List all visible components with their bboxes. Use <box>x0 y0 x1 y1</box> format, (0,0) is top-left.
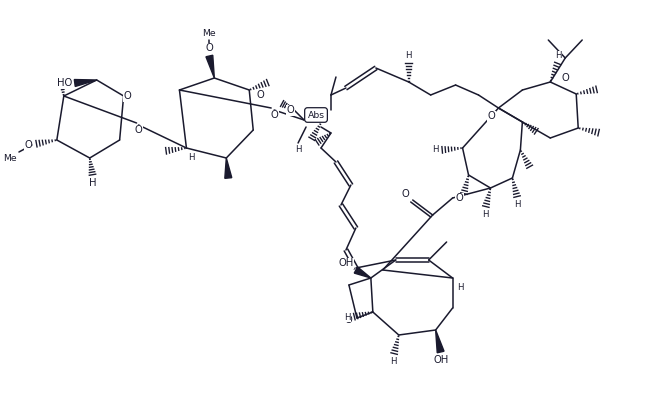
Text: O: O <box>561 73 569 83</box>
Polygon shape <box>206 55 214 78</box>
Polygon shape <box>74 80 97 87</box>
Text: HO: HO <box>57 78 72 88</box>
Text: H: H <box>514 200 521 209</box>
Text: Me: Me <box>203 29 216 38</box>
Text: OH: OH <box>433 355 448 365</box>
Text: H: H <box>432 145 439 154</box>
Text: H: H <box>344 312 351 321</box>
Text: H: H <box>89 178 97 188</box>
Polygon shape <box>435 330 444 353</box>
Text: OH: OH <box>339 258 354 268</box>
Text: O: O <box>24 140 32 150</box>
Text: H: H <box>457 283 464 292</box>
Text: H: H <box>390 357 397 366</box>
Text: O: O <box>402 189 410 199</box>
Text: O: O <box>270 110 278 120</box>
Text: H: H <box>482 210 489 219</box>
Text: O: O <box>206 43 213 53</box>
Text: O: O <box>286 105 294 115</box>
Text: H: H <box>188 153 195 162</box>
Text: O: O <box>124 91 132 101</box>
Text: H: H <box>406 51 412 60</box>
Text: Abs: Abs <box>308 110 324 119</box>
Polygon shape <box>354 267 371 278</box>
Text: O: O <box>344 315 352 325</box>
Text: O: O <box>488 111 495 121</box>
Text: O: O <box>455 193 463 203</box>
Text: H: H <box>555 51 562 60</box>
Text: O: O <box>256 90 264 100</box>
Polygon shape <box>225 158 232 178</box>
Text: O: O <box>135 125 143 135</box>
Text: Me: Me <box>3 154 17 163</box>
Text: H: H <box>295 145 301 154</box>
